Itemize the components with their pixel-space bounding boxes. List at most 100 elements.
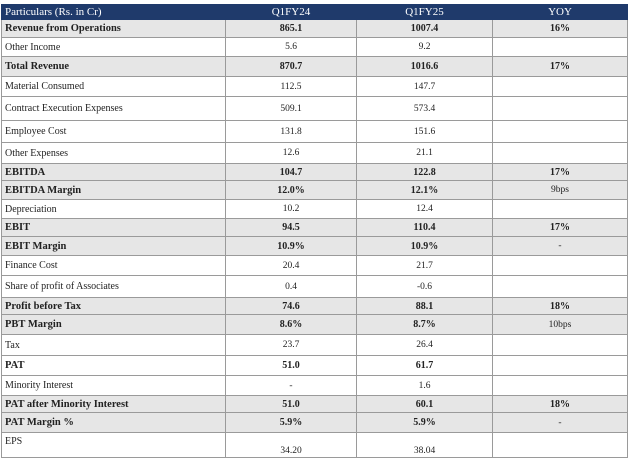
q1fy25-value: 1007.4 [356,19,493,38]
q1fy24-value: 131.8 [225,120,357,143]
row-label: EBIT [1,218,226,237]
q1fy25-value: 10.9% [356,236,493,256]
table-row: EBITDA 104.7 122.8 17% [1,163,628,181]
yoy-value: 17% [492,218,628,237]
q1fy24-value: - [225,375,357,396]
q1fy24-value: 0.4 [225,275,357,298]
yoy-value: - [492,236,628,256]
table-row: PBT Margin 8.6% 8.7% 10bps [1,314,628,335]
row-label: PAT after Minority Interest [1,395,226,413]
q1fy24-value: 10.9% [225,236,357,256]
q1fy24-value: 8.6% [225,314,357,335]
row-label: Employee Cost [1,120,226,143]
q1fy25-value: 12.4 [356,199,493,219]
q1fy25-value: 573.4 [356,96,493,121]
q1fy24-value: 870.7 [225,56,357,77]
yoy-value [492,199,628,219]
row-label: Depreciation [1,199,226,219]
table-row: Total Revenue 870.7 1016.6 17% [1,56,628,77]
q1fy24-value: 74.6 [225,297,357,315]
yoy-value [492,432,628,458]
table-row: Finance Cost 20.4 21.7 [1,255,628,276]
row-label: Minority Interest [1,375,226,396]
table-row: Contract Execution Expenses 509.1 573.4 [1,96,628,121]
yoy-value [492,96,628,121]
q1fy24-value: 5.9% [225,412,357,433]
q1fy25-value: 61.7 [356,355,493,376]
table-row: EBITDA Margin 12.0% 12.1% 9bps [1,180,628,200]
table-row: EPS 34.20 38.04 [1,432,628,458]
table-row: Tax 23.7 26.4 [1,334,628,356]
q1fy24-value: 20.4 [225,255,357,276]
yoy-value: 18% [492,395,628,413]
table-row: Share of profit of Associates 0.4 -0.6 [1,275,628,298]
row-label: Total Revenue [1,56,226,77]
yoy-value: 18% [492,297,628,315]
q1fy25-value: 12.1% [356,180,493,200]
row-label: Other Income [1,37,226,57]
q1fy24-value: 10.2 [225,199,357,219]
q1fy24-value: 94.5 [225,218,357,237]
table-row: Profit before Tax 74.6 88.1 18% [1,297,628,315]
q1fy25-value: 1016.6 [356,56,493,77]
q1fy25-value: 5.9% [356,412,493,433]
financial-results-table: Particulars (Rs. in Cr) Q1FY24 Q1FY25 YO… [1,4,628,458]
header-yoy: YOY [492,4,628,20]
header-q1fy24: Q1FY24 [225,4,357,20]
row-label: Revenue from Operations [1,19,226,38]
yoy-value [492,375,628,396]
row-label: EBITDA Margin [1,180,226,200]
table-row: Employee Cost 131.8 151.6 [1,120,628,143]
q1fy25-value: 151.6 [356,120,493,143]
q1fy25-value: 8.7% [356,314,493,335]
q1fy25-value: 9.2 [356,37,493,57]
yoy-value [492,334,628,356]
q1fy24-value: 104.7 [225,163,357,181]
q1fy25-value: 21.7 [356,255,493,276]
yoy-value: 16% [492,19,628,38]
yoy-value: 17% [492,56,628,77]
q1fy25-value: 21.1 [356,142,493,164]
q1fy25-value: 88.1 [356,297,493,315]
q1fy25-value: 60.1 [356,395,493,413]
q1fy24-value: 865.1 [225,19,357,38]
yoy-value [492,355,628,376]
q1fy25-value: 110.4 [356,218,493,237]
header-row: Particulars (Rs. in Cr) Q1FY24 Q1FY25 YO… [1,4,628,20]
table-row: Minority Interest -1.6 [1,375,628,396]
q1fy24-value: 5.6 [225,37,357,57]
q1fy25-value: 38.04 [356,432,493,458]
table-row: PAT Margin % 5.9% 5.9% - [1,412,628,433]
yoy-value: 10bps [492,314,628,335]
q1fy25-value: 1.6 [356,375,493,396]
q1fy24-value: 12.6 [225,142,357,164]
table-row: Revenue from Operations 865.1 1007.4 16% [1,19,628,38]
yoy-value: 9bps [492,180,628,200]
table-row: Depreciation 10.2 12.4 [1,199,628,219]
q1fy25-value: 26.4 [356,334,493,356]
row-label: Tax [1,334,226,356]
table-row: Material Consumed 112.5 147.7 [1,76,628,97]
q1fy24-value: 112.5 [225,76,357,97]
header-q1fy25: Q1FY25 [356,4,493,20]
yoy-value: 17% [492,163,628,181]
yoy-value [492,37,628,57]
table-row: Other Expenses 12.6 21.1 [1,142,628,164]
row-label: Other Expenses [1,142,226,164]
row-label: EBIT Margin [1,236,226,256]
q1fy25-value: 122.8 [356,163,493,181]
q1fy24-value: 12.0% [225,180,357,200]
yoy-value [492,275,628,298]
q1fy25-value: 147.7 [356,76,493,97]
table-row: PAT after Minority Interest 51.0 60.1 18% [1,395,628,413]
row-label: PAT [1,355,226,376]
yoy-value [492,76,628,97]
row-label: Profit before Tax [1,297,226,315]
q1fy24-value: 34.20 [225,432,357,458]
yoy-value [492,142,628,164]
q1fy24-value: 23.7 [225,334,357,356]
yoy-value [492,255,628,276]
q1fy24-value: 51.0 [225,355,357,376]
row-label: PAT Margin % [1,412,226,433]
row-label: Share of profit of Associates [1,275,226,298]
